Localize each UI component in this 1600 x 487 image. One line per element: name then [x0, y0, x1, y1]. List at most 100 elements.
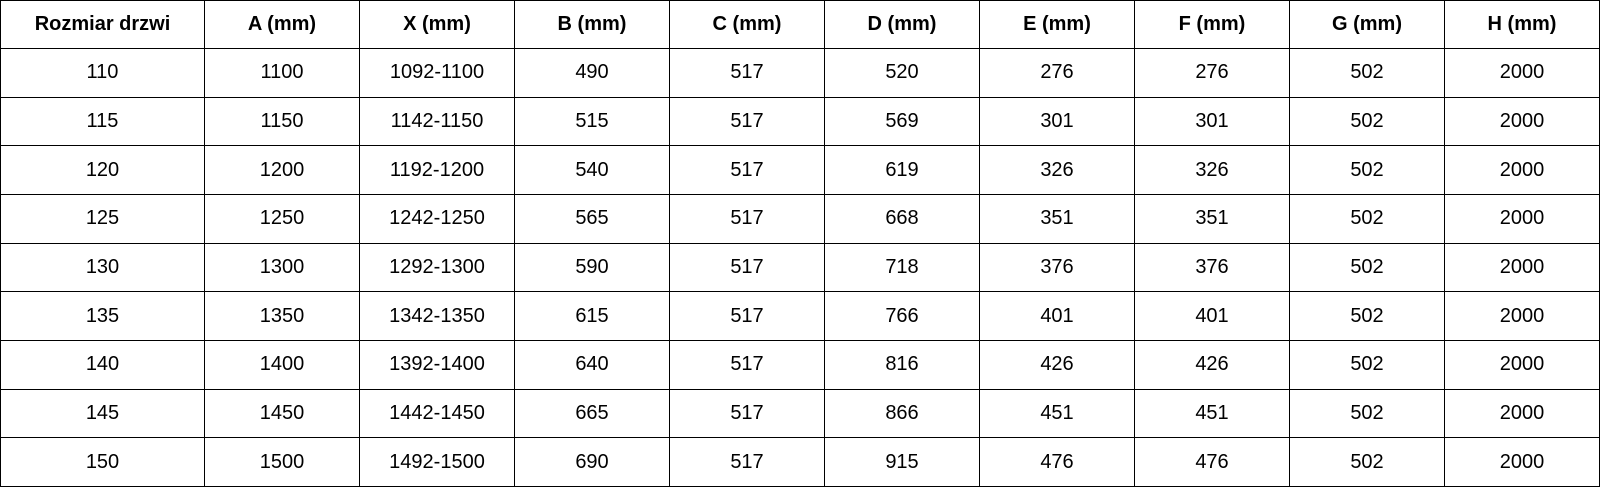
table-cell: 517 [669, 96, 825, 147]
table-cell: 145 [0, 388, 205, 439]
table-cell: 376 [1134, 242, 1290, 293]
table-cell: 517 [669, 48, 825, 98]
table-cell: 690 [514, 437, 670, 487]
table-cell: 120 [0, 145, 205, 195]
table-cell: 1242-1250 [359, 193, 515, 244]
table-cell: 110 [0, 48, 205, 98]
table-cell: 565 [514, 193, 670, 244]
table-cell: 615 [514, 291, 670, 341]
header-cell: H (mm) [1444, 0, 1600, 49]
table-cell: 2000 [1444, 291, 1600, 341]
table-cell: 2000 [1444, 193, 1600, 244]
table-cell: 1192-1200 [359, 145, 515, 195]
table-cell: 1500 [204, 437, 360, 487]
table-cell: 326 [979, 145, 1135, 195]
table-row: 110 1100 1092-1100 490 517 520 276 276 502 2000 [0, 48, 1600, 98]
table-cell: 2000 [1444, 96, 1600, 147]
table-cell: 1300 [204, 242, 360, 293]
table-cell: 401 [979, 291, 1135, 341]
table-cell: 640 [514, 339, 670, 390]
table-cell: 426 [1134, 339, 1290, 390]
header-cell: Rozmiar drzwi [0, 0, 205, 49]
table-cell: 590 [514, 242, 670, 293]
table-cell: 517 [669, 242, 825, 293]
table-cell: 540 [514, 145, 670, 195]
table-cell: 376 [979, 242, 1135, 293]
table-cell: 718 [824, 242, 980, 293]
header-cell: E (mm) [979, 0, 1135, 49]
table-cell: 451 [1134, 388, 1290, 439]
table-cell: 502 [1289, 339, 1445, 390]
table-cell: 490 [514, 48, 670, 98]
table-cell: 125 [0, 193, 205, 244]
table-cell: 401 [1134, 291, 1290, 341]
table-cell: 150 [0, 437, 205, 487]
table-cell: 1200 [204, 145, 360, 195]
table-row: 150 1500 1492-1500 690 517 915 476 476 502 2000 [0, 437, 1600, 487]
header-cell: D (mm) [824, 0, 980, 49]
table-cell: 2000 [1444, 145, 1600, 195]
table-row: 135 1350 1342-1350 615 517 766 401 401 502 2000 [0, 291, 1600, 341]
table-cell: 1250 [204, 193, 360, 244]
header-cell: X (mm) [359, 0, 515, 49]
table-cell: 1150 [204, 96, 360, 147]
table-cell: 915 [824, 437, 980, 487]
table-cell: 517 [669, 193, 825, 244]
table-cell: 515 [514, 96, 670, 147]
table-cell: 476 [979, 437, 1135, 487]
table-cell: 569 [824, 96, 980, 147]
table-row: 145 1450 1442-1450 665 517 866 451 451 502 2000 [0, 388, 1600, 439]
table-row: 140 1400 1392-1400 640 517 816 426 426 502 2000 [0, 339, 1600, 390]
table-cell: 276 [1134, 48, 1290, 98]
table-cell: 351 [1134, 193, 1290, 244]
header-cell: C (mm) [669, 0, 825, 49]
table-cell: 866 [824, 388, 980, 439]
table-cell: 619 [824, 145, 980, 195]
table-cell: 1350 [204, 291, 360, 341]
table-cell: 1400 [204, 339, 360, 390]
table-cell: 502 [1289, 437, 1445, 487]
table-cell: 1392-1400 [359, 339, 515, 390]
table-cell: 2000 [1444, 388, 1600, 439]
table-cell: 1292-1300 [359, 242, 515, 293]
table-cell: 517 [669, 437, 825, 487]
header-cell: A (mm) [204, 0, 360, 49]
table-cell: 2000 [1444, 437, 1600, 487]
header-cell: B (mm) [514, 0, 670, 49]
table-cell: 502 [1289, 48, 1445, 98]
table-cell: 301 [979, 96, 1135, 147]
table-cell: 502 [1289, 96, 1445, 147]
table-cell: 476 [1134, 437, 1290, 487]
table-cell: 2000 [1444, 242, 1600, 293]
table-cell: 2000 [1444, 48, 1600, 98]
table-cell: 502 [1289, 242, 1445, 293]
table-cell: 517 [669, 145, 825, 195]
header-cell: F (mm) [1134, 0, 1290, 49]
table-cell: 426 [979, 339, 1135, 390]
table-cell: 520 [824, 48, 980, 98]
table-cell: 766 [824, 291, 980, 341]
table-cell: 451 [979, 388, 1135, 439]
header-cell: G (mm) [1289, 0, 1445, 49]
table-cell: 1492-1500 [359, 437, 515, 487]
table-cell: 517 [669, 339, 825, 390]
table-row: 120 1200 1192-1200 540 517 619 326 326 502 2000 [0, 145, 1600, 195]
table-cell: 276 [979, 48, 1135, 98]
table-cell: 2000 [1444, 339, 1600, 390]
table-cell: 1342-1350 [359, 291, 515, 341]
table-cell: 668 [824, 193, 980, 244]
table-cell: 502 [1289, 291, 1445, 341]
table-cell: 1092-1100 [359, 48, 515, 98]
table-cell: 115 [0, 96, 205, 147]
table-cell: 502 [1289, 388, 1445, 439]
table-cell: 140 [0, 339, 205, 390]
header-row: Rozmiar drzwi A (mm) X (mm) B (mm) C (mm) D (… [0, 0, 1600, 49]
table-cell: 517 [669, 388, 825, 439]
table-cell: 130 [0, 242, 205, 293]
table-row: 115 1150 1142-1150 515 517 569 301 301 502 2000 [0, 96, 1600, 147]
table-cell: 301 [1134, 96, 1290, 147]
table-row: 125 1250 1242-1250 565 517 668 351 351 502 2000 [0, 193, 1600, 244]
table-cell: 326 [1134, 145, 1290, 195]
table-row: 130 1300 1292-1300 590 517 718 376 376 502 2000 [0, 242, 1600, 293]
